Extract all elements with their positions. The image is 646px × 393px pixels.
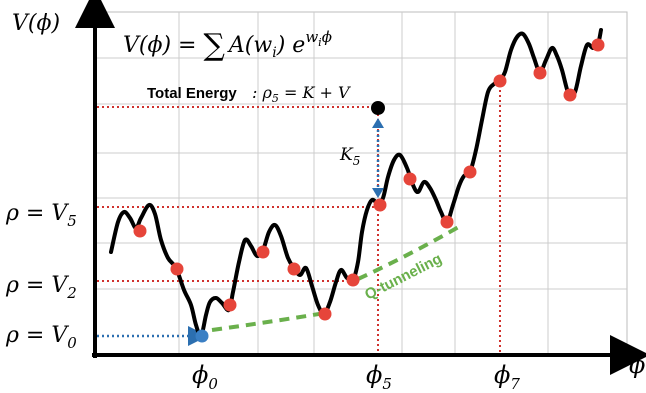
point-dot-13 bbox=[533, 66, 547, 80]
point-dot-4 bbox=[256, 245, 270, 259]
point-dot-10 bbox=[440, 215, 454, 229]
rho-v5-label: ρ = V5 bbox=[5, 201, 77, 230]
x-axis-label: ϕ bbox=[629, 351, 645, 379]
point-dot-6 bbox=[318, 307, 332, 321]
phi7-label: ϕ7 bbox=[494, 361, 520, 393]
formula: V(ϕ) = ∑ A(wi) ewiϕ bbox=[123, 28, 332, 63]
point-dot-9 bbox=[403, 172, 417, 186]
k5-arrowhead-down bbox=[372, 188, 384, 198]
guide-lines bbox=[97, 80, 501, 352]
y-axis-label: V(ϕ) bbox=[12, 11, 60, 36]
k5-arrowhead-up bbox=[372, 118, 384, 128]
tunneling-path-upper bbox=[357, 223, 463, 281]
point-dot-3 bbox=[223, 298, 237, 312]
point-dot-1 bbox=[133, 224, 147, 238]
point-dot-14 bbox=[563, 88, 577, 102]
tunneling-path-lower bbox=[211, 311, 326, 332]
svg-text:Total Energy: Total Energy bbox=[147, 85, 237, 102]
point-dot-2 bbox=[170, 262, 184, 276]
points bbox=[133, 38, 605, 343]
k5-label: K5 bbox=[339, 145, 360, 168]
point-dot-12 bbox=[493, 74, 507, 88]
point-dot-8 bbox=[373, 198, 387, 212]
point-dot-7 bbox=[346, 273, 360, 287]
point-phi0-ground bbox=[195, 329, 209, 343]
point-total-energy bbox=[371, 101, 385, 115]
svg-text:: ρ5 = K + V: : ρ5 = K + V bbox=[252, 83, 351, 105]
phi5-label: ϕ5 bbox=[366, 361, 392, 393]
total-energy-label: Total Energy : ρ5 = K + V bbox=[147, 83, 351, 105]
rho-v0-label: ρ = V0 bbox=[5, 323, 77, 352]
rho-v2-label: ρ = V2 bbox=[5, 273, 77, 302]
phi0-label: ϕ0 bbox=[192, 361, 218, 393]
point-dot-11 bbox=[463, 165, 477, 179]
svg-text:V(ϕ) = ∑A(wi) ewiϕ: V(ϕ) = ∑ A(wi) ewiϕ bbox=[123, 28, 332, 63]
point-dot-5 bbox=[287, 262, 301, 276]
point-dot-15 bbox=[591, 38, 605, 52]
plot-frame bbox=[94, 11, 628, 356]
